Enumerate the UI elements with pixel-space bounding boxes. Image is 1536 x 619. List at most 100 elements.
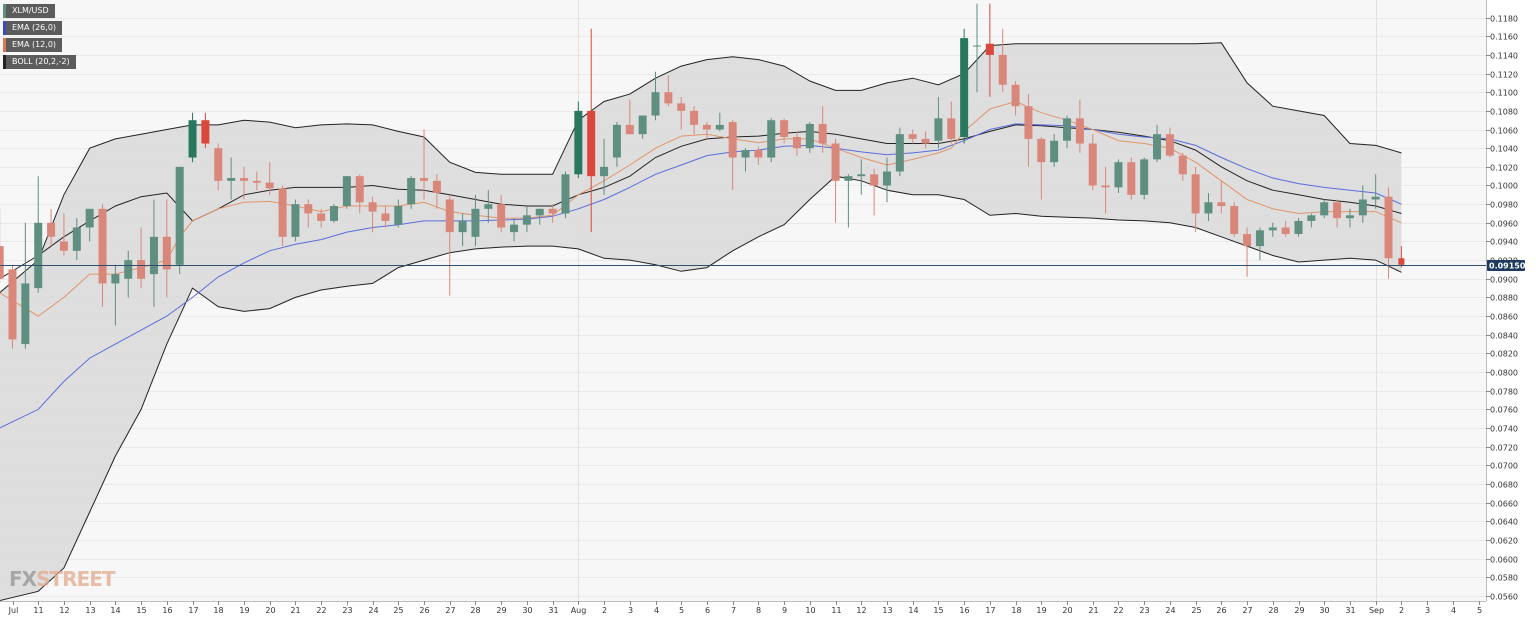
candle — [214, 143, 223, 191]
legend-item-ema26[interactable]: EMA (26,0) — [3, 21, 63, 35]
candle-body — [831, 143, 840, 181]
legend-item-ema12[interactable]: EMA (12,0) — [3, 38, 63, 52]
candle-body — [484, 204, 493, 209]
candle-body — [407, 178, 416, 205]
candle-body — [1371, 196, 1380, 200]
candle-body — [870, 174, 879, 186]
candle-body — [857, 174, 866, 177]
candle-body — [227, 178, 236, 181]
candle-body — [291, 204, 300, 237]
candle-body — [535, 208, 544, 216]
x-tick-label: 13 — [882, 606, 892, 615]
candle-body — [1153, 134, 1162, 160]
candle-body — [1320, 202, 1329, 216]
y-tick-label: 0.1180 — [1490, 15, 1518, 24]
candle — [484, 190, 493, 223]
y-tick-label: 0.0580 — [1490, 574, 1518, 583]
candle-body — [394, 206, 403, 225]
y-tick-label: 0.0800 — [1490, 369, 1518, 378]
y-tick-label: 0.1160 — [1490, 33, 1518, 42]
candle-body — [1345, 215, 1354, 219]
candle-body — [767, 120, 776, 158]
candle — [792, 131, 801, 156]
candle-body — [1268, 227, 1277, 231]
logo-part-fx: FX — [9, 567, 37, 591]
candle-body — [818, 123, 827, 144]
bollinger-lower-line — [0, 175, 1402, 602]
candle — [625, 99, 634, 135]
x-tick-label: 18 — [213, 606, 223, 615]
candle — [934, 96, 943, 149]
legend-swatch — [3, 21, 6, 35]
x-tick-label: 29 — [496, 606, 506, 615]
candle — [535, 208, 544, 225]
candle — [831, 138, 840, 223]
legend-item-xlmusd[interactable]: XLM/USD — [3, 4, 55, 18]
x-tick-label: 30 — [1319, 606, 1329, 615]
candle-body — [252, 180, 261, 183]
candle-body — [908, 134, 917, 139]
y-tick-label: 0.0560 — [1490, 593, 1518, 602]
candle-body — [98, 208, 107, 284]
y-tick-label: 0.0820 — [1490, 350, 1518, 359]
y-tick-label: 0.0620 — [1490, 537, 1518, 546]
candle — [805, 122, 814, 153]
y-tick-label: 0.0700 — [1490, 462, 1518, 471]
candle — [998, 28, 1007, 93]
x-tick-label: 21 — [1088, 606, 1098, 615]
candle-body — [497, 204, 506, 228]
candle — [664, 75, 673, 107]
candle — [1191, 166, 1200, 233]
candle-body — [8, 269, 17, 340]
x-tick-label: 8 — [756, 606, 761, 615]
x-tick-label: 4 — [654, 606, 659, 615]
candle — [1358, 185, 1367, 223]
y-tick-label: 0.0720 — [1490, 444, 1518, 453]
candle — [1398, 246, 1405, 268]
candle-body — [432, 180, 441, 193]
candles — [0, 3, 1405, 349]
candle — [252, 171, 261, 191]
candle — [561, 171, 570, 219]
y-tick-label: 0.0680 — [1490, 481, 1518, 490]
y-tick-label: 0.1060 — [1490, 127, 1518, 136]
candle — [21, 222, 30, 349]
candle-body — [239, 178, 248, 181]
x-tick-label: 5 — [1477, 606, 1482, 615]
candle — [870, 168, 879, 216]
candle — [600, 138, 609, 195]
candle — [1075, 99, 1084, 153]
candle-body — [59, 241, 68, 251]
candle-body — [137, 260, 146, 279]
y-tick-label: 0.0980 — [1490, 201, 1518, 210]
candle — [973, 3, 981, 93]
y-tick-label: 0.1020 — [1490, 164, 1518, 173]
x-tick-label: 31 — [548, 606, 558, 615]
candle-body — [638, 115, 647, 135]
x-tick-label: 17 — [985, 606, 995, 615]
candle — [72, 218, 81, 261]
candle-body — [124, 260, 133, 279]
candle-body — [625, 124, 634, 135]
x-tick-label: 19 — [1036, 606, 1046, 615]
candle — [188, 112, 197, 163]
candle — [0, 208, 4, 284]
legend-item-boll[interactable]: BOLL (20,2,-2) — [3, 55, 76, 69]
candle — [818, 106, 827, 153]
y-tick-label: 0.0960 — [1490, 220, 1518, 229]
candle — [124, 250, 133, 298]
x-tick-label: 19 — [239, 606, 249, 615]
candle-body — [985, 43, 994, 55]
candle-body — [188, 120, 197, 158]
legend-label: XLM/USD — [12, 6, 49, 15]
candle — [239, 166, 248, 200]
candle — [137, 227, 146, 289]
y-tick-label: 0.0860 — [1490, 313, 1518, 322]
candle-body — [162, 236, 171, 270]
candle-body — [1255, 230, 1264, 247]
x-tick-label: 13 — [85, 606, 95, 615]
x-tick-label: 21 — [290, 606, 300, 615]
candle-body — [1384, 196, 1393, 259]
x-tick-label: 4 — [1451, 606, 1456, 615]
x-tick-label: 24 — [368, 606, 378, 615]
